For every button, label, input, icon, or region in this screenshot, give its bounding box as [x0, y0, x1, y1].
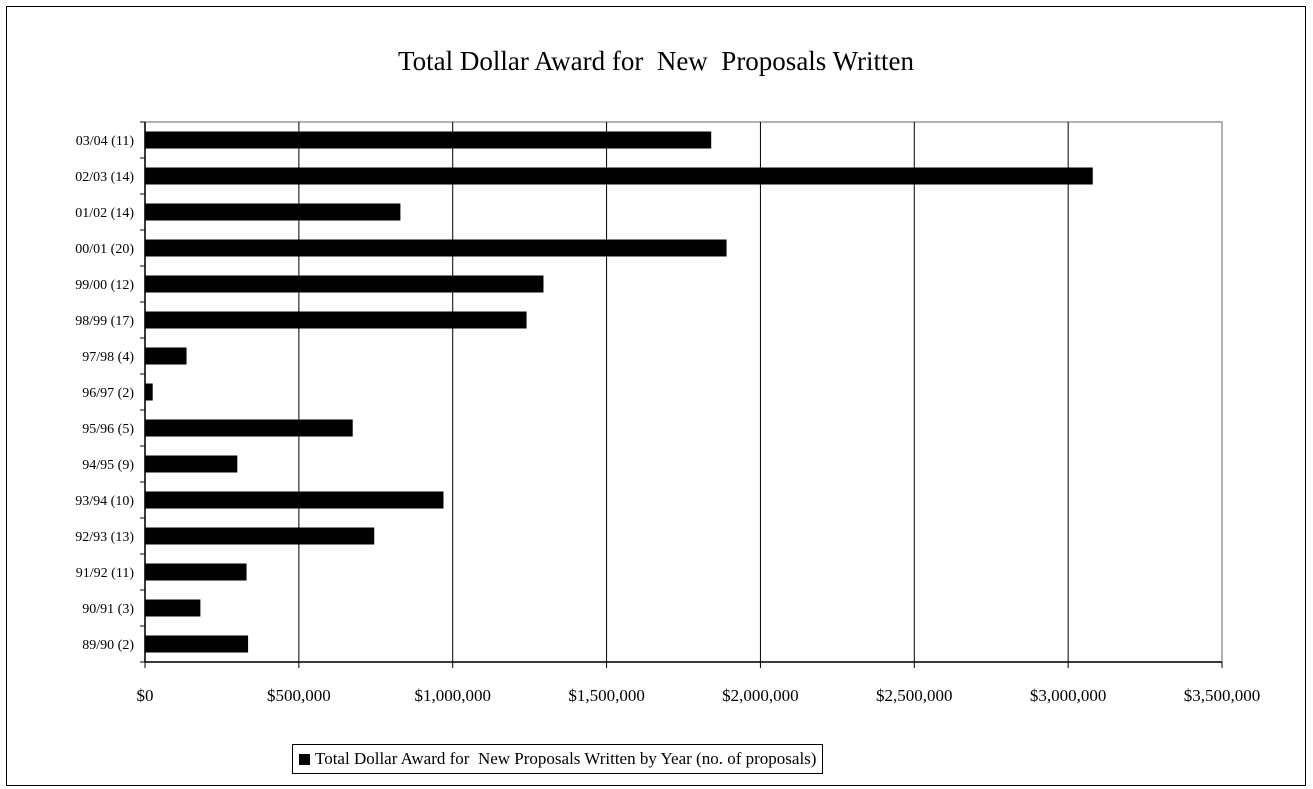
bar [145, 167, 1093, 185]
bar [145, 563, 247, 581]
y-category-label: 99/00 (12) [75, 278, 134, 293]
bar [145, 311, 527, 329]
x-tick-label: $2,500,000 [876, 686, 953, 705]
x-tick-label: $1,000,000 [414, 686, 491, 705]
plot-area: $0 $500,000 $1,000,000 $1,500,000 $2,000,000… [75, 121, 1261, 705]
x-tick-label: $0 [137, 686, 154, 705]
bar [145, 599, 201, 617]
y-category-label: 01/02 (14) [75, 206, 134, 221]
x-tick-label: $1,500,000 [568, 686, 645, 705]
bar [145, 239, 727, 257]
legend: Total Dollar Award for New Proposals Wri… [292, 744, 824, 774]
y-category-label: 94/95 (9) [82, 458, 134, 473]
x-tick-label: $3,500,000 [1184, 686, 1261, 705]
plot-area-border [144, 121, 1223, 663]
bar [145, 419, 353, 437]
legend-swatch [299, 753, 310, 765]
bar [145, 455, 238, 473]
y-category-label: 98/99 (17) [75, 314, 134, 329]
y-category-label: 02/03 (14) [75, 170, 134, 185]
y-category-label: 92/93 (13) [75, 530, 134, 545]
y-category-label: 96/97 (2) [82, 386, 134, 401]
bar [145, 275, 544, 293]
y-category-label: 00/01 (20) [75, 242, 134, 257]
bar [145, 203, 401, 221]
y-category-label: 95/96 (5) [82, 422, 134, 437]
bar [145, 491, 444, 509]
x-tick-label: $3,000,000 [1030, 686, 1107, 705]
bar [145, 347, 187, 365]
legend-label: Total Dollar Award for New Proposals Wri… [315, 749, 817, 768]
y-category-label: 93/94 (10) [75, 494, 134, 509]
bar [145, 131, 712, 149]
y-category-label: 89/90 (2) [82, 638, 134, 653]
x-tick-label: $2,000,000 [722, 686, 799, 705]
y-category-label: 97/98 (4) [82, 350, 134, 365]
x-tick-label: $500,000 [267, 686, 331, 705]
bar [145, 527, 375, 545]
y-category-label: 90/91 (3) [82, 602, 134, 617]
bar [145, 635, 249, 653]
y-category-label: 03/04 (11) [76, 134, 135, 149]
bar [145, 383, 153, 401]
chart-title: Total Dollar Award for New Proposals Wri… [398, 46, 914, 76]
y-category-label: 91/92 (11) [76, 566, 135, 581]
